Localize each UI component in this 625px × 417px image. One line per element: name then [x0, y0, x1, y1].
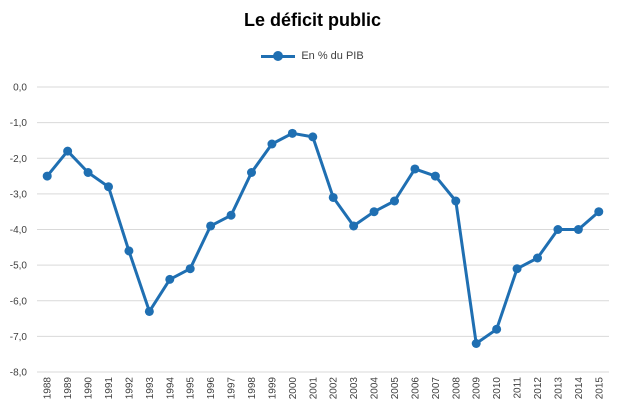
data-point — [144, 306, 154, 316]
x-tick-label: 2012 — [533, 377, 544, 400]
data-point — [185, 264, 195, 274]
x-tick-label: 2000 — [288, 377, 299, 400]
data-point — [104, 182, 113, 192]
data-point — [594, 207, 604, 217]
legend-label: En % du PIB — [301, 50, 364, 62]
y-tick-label: -5,0 — [10, 261, 28, 272]
legend-marker-icon — [261, 51, 296, 62]
data-point — [42, 171, 52, 181]
data-point — [533, 253, 542, 263]
data-point — [206, 221, 216, 231]
x-tick-label: 2015 — [594, 377, 605, 400]
x-tick-label: 2006 — [410, 377, 421, 400]
x-tick-label: 2014 — [574, 377, 585, 400]
chart-title: Le déficit public — [243, 10, 381, 30]
y-tick-label: -6,0 — [10, 296, 28, 307]
data-point — [430, 171, 440, 181]
y-tick-label: -2,0 — [10, 154, 28, 165]
data-point — [308, 132, 318, 142]
x-tick-label: 1998 — [247, 377, 258, 400]
data-point — [451, 196, 461, 206]
y-tick-label: -4,0 — [10, 225, 28, 236]
x-tick-label: 1993 — [145, 377, 156, 400]
x-tick-label: 1989 — [63, 377, 74, 400]
data-point — [369, 207, 379, 217]
y-tick-label: -7,0 — [10, 332, 28, 343]
data-point — [124, 246, 134, 256]
data-point — [512, 264, 522, 274]
y-tick-label: 0,0 — [13, 83, 27, 94]
series-line — [46, 131, 600, 345]
data-point — [226, 210, 236, 220]
x-tick-label: 2009 — [472, 377, 483, 400]
data-point — [349, 221, 359, 231]
data-point — [492, 324, 502, 334]
data-point — [573, 225, 583, 234]
x-tick-label: 2013 — [553, 377, 564, 400]
data-point — [247, 168, 256, 177]
x-tick-label: 2001 — [308, 377, 319, 400]
x-tick-label: 2010 — [492, 377, 503, 400]
x-tick-label: 1994 — [165, 377, 176, 400]
data-point — [83, 168, 93, 177]
data-point — [553, 225, 563, 234]
x-tick-label: 1990 — [84, 377, 95, 400]
x-tick-label: 1995 — [186, 377, 197, 400]
data-point — [165, 274, 175, 284]
x-tick-label: 1992 — [124, 377, 135, 400]
legend: En % du PIB — [0, 50, 625, 62]
x-tick-label: 2002 — [329, 377, 340, 400]
x-tick-label: 2007 — [431, 377, 442, 400]
x-tick-label: 1996 — [206, 377, 217, 400]
data-point — [471, 339, 481, 348]
x-tick-label: 2005 — [390, 377, 401, 400]
x-tick-label: 2004 — [370, 377, 381, 400]
data-point — [267, 139, 277, 149]
x-tick-label: 1999 — [267, 377, 278, 400]
data-point — [328, 192, 338, 202]
y-tick-label: -8,0 — [10, 368, 28, 379]
x-tick-label: 1991 — [104, 377, 115, 400]
data-point — [287, 128, 297, 138]
y-tick-label: -3,0 — [10, 189, 28, 200]
x-tick-label: 1988 — [43, 377, 54, 400]
data-point — [63, 146, 73, 156]
x-tick-label: 2011 — [513, 377, 524, 399]
x-tick-label: 2003 — [349, 377, 360, 400]
data-point — [390, 196, 399, 206]
x-tick-label: 2008 — [451, 377, 462, 400]
data-point — [410, 164, 420, 174]
y-tick-label: -1,0 — [10, 118, 28, 129]
x-tick-label: 1997 — [227, 377, 238, 400]
